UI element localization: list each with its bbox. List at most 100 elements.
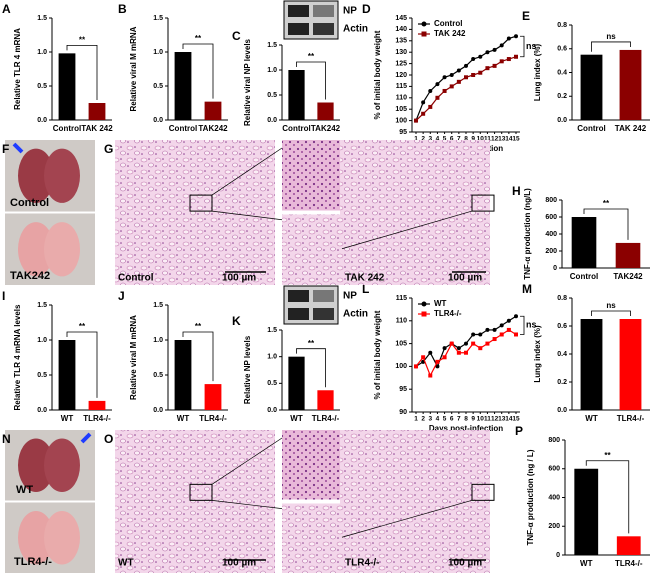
point [485, 50, 490, 55]
histology [340, 430, 490, 573]
x-tick-label: Control [169, 124, 197, 133]
blot-band [288, 23, 309, 35]
y-tick-label: 0.4 [557, 69, 567, 76]
point [464, 341, 468, 346]
point [456, 68, 461, 73]
x-tick-label: 7 [457, 416, 461, 423]
y-tick-label: 0 [556, 552, 560, 559]
bar [174, 340, 192, 410]
significance-bracket [182, 331, 214, 382]
x-tick-label: 15 [512, 136, 520, 143]
point [471, 332, 476, 337]
bar [88, 400, 106, 410]
bar [580, 54, 603, 120]
point [499, 323, 504, 328]
y-tick-label: 0.0 [557, 117, 567, 124]
point [514, 34, 518, 39]
point [464, 75, 468, 80]
x-tick-label: TLR4-/- [615, 559, 643, 568]
x-tick-label: 6 [450, 416, 454, 423]
x-tick-label: 2 [421, 136, 425, 143]
x-tick-label: 12 [491, 416, 499, 423]
point [514, 332, 518, 337]
lung [18, 222, 54, 277]
histology-zoom [282, 503, 342, 573]
panel-letter: A [2, 2, 11, 16]
x-tick-label: TAK 242 [81, 124, 113, 133]
x-tick-label: 9 [471, 136, 475, 143]
y-tick-label: 130 [395, 49, 407, 56]
point [449, 341, 454, 346]
significance-bracket [520, 35, 525, 58]
x-tick-label: Control [570, 272, 598, 281]
point [506, 57, 511, 62]
y-tick-label: 90 [399, 409, 407, 416]
x-axis-label: Days post-infection [429, 424, 503, 433]
point [485, 327, 490, 332]
blot-label: NP [343, 6, 357, 17]
y-axis-label: TNF-α production (ng/L) [523, 188, 532, 280]
y-tick-label: 0.2 [557, 379, 567, 386]
image-label: 100 µm [222, 273, 256, 284]
inset-box [471, 194, 495, 212]
x-tick-label: Control [53, 124, 81, 133]
significance-label: ns [606, 301, 616, 310]
x-tick-label: TLR4-/- [617, 414, 645, 423]
bar [616, 536, 641, 555]
y-tick-label: 0.4 [557, 351, 567, 358]
image-label: 100 µm [448, 558, 482, 569]
y-tick-label: 1.5 [267, 42, 277, 49]
significance-bracket [296, 348, 326, 388]
x-tick-label: TLR4-/- [312, 414, 340, 423]
x-tick-label: 10 [477, 416, 485, 423]
blot-band [313, 23, 334, 35]
bar [174, 52, 192, 120]
panel-letter: M [522, 282, 532, 296]
legend-marker [421, 301, 427, 307]
point [442, 346, 447, 351]
x-tick-label: Control [577, 124, 605, 133]
significance-label: ns [606, 32, 616, 41]
y-axis-label: Relative viral M mRNA [129, 315, 138, 400]
x-tick-label: 14 [505, 416, 513, 423]
significance-label: ** [308, 52, 315, 61]
y-tick-label: 1.0 [267, 67, 277, 74]
x-tick-label: 7 [457, 136, 461, 143]
bar [204, 101, 222, 120]
y-tick-label: 0.0 [267, 117, 277, 124]
bar [619, 319, 642, 410]
blot-label: Actin [343, 24, 368, 35]
image-label: TLR4-/- [345, 558, 379, 569]
point [414, 118, 418, 123]
bar [580, 319, 603, 410]
significance-bracket [66, 331, 98, 398]
significance-bracket [585, 460, 630, 534]
x-tick-label: 3 [428, 416, 432, 423]
y-tick-label: 1.5 [267, 327, 277, 334]
x-tick-label: 5 [443, 136, 447, 143]
x-tick-label: WT [585, 414, 598, 423]
bar [288, 356, 305, 410]
y-axis-label: TNF-α production (ng / L) [526, 449, 535, 545]
bar [204, 384, 222, 410]
y-tick-label: 1.5 [153, 15, 163, 22]
significance-label: ns [526, 41, 537, 51]
inset-box [471, 483, 495, 501]
y-tick-label: 1.0 [153, 49, 163, 56]
x-tick-label: 9 [471, 416, 475, 423]
x-tick-label: 2 [421, 416, 425, 423]
significance-bracket [591, 41, 631, 52]
significance-label: ** [603, 199, 610, 208]
y-tick-label: 600 [545, 214, 557, 221]
bar [317, 102, 334, 120]
panel-letter: K [232, 314, 241, 328]
y-axis-label: % of initial body weight [373, 310, 382, 399]
x-tick-label: WT [61, 414, 74, 423]
y-tick-label: 0.6 [557, 323, 567, 330]
y-tick-label: 100 [395, 117, 407, 124]
blot-band [313, 308, 334, 320]
y-tick-label: 135 [395, 38, 407, 45]
panel-letter: B [118, 2, 127, 16]
x-tick-label: 11 [484, 136, 491, 143]
